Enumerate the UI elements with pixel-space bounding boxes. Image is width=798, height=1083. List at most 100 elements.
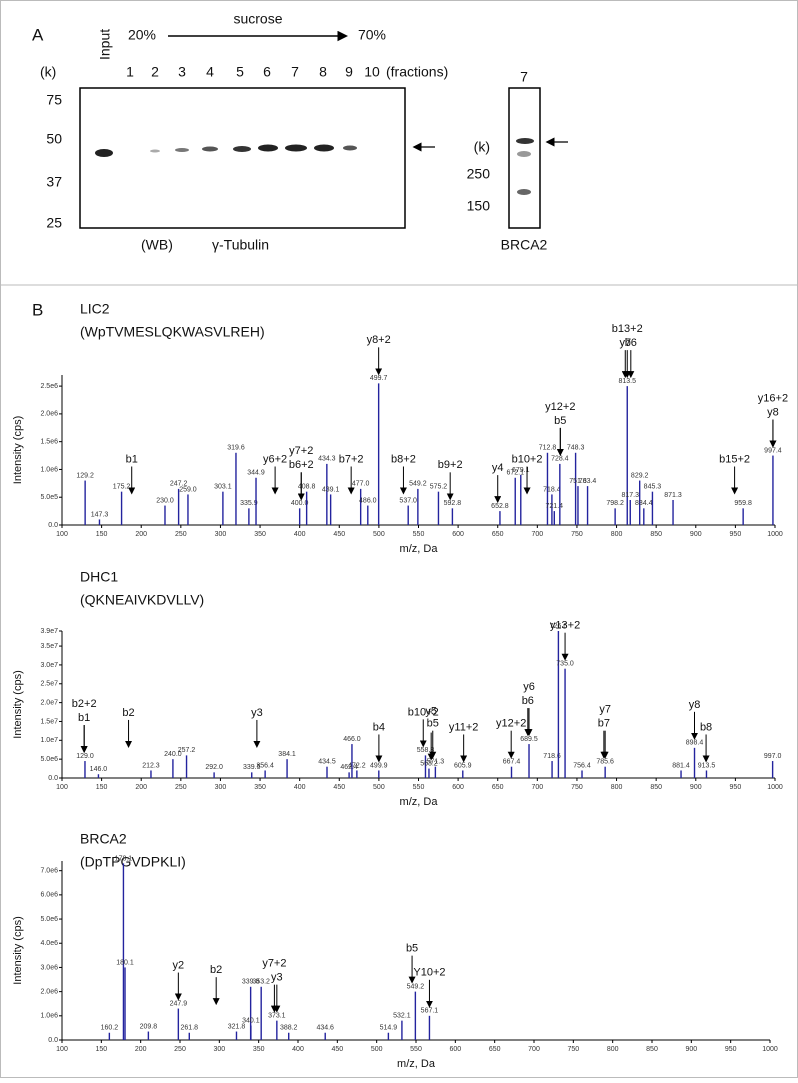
lane-label: 7 <box>291 64 299 80</box>
peak-label: 567.1 <box>421 1008 439 1015</box>
fragment-label: b8+2 <box>391 453 416 465</box>
peak-label: 373.1 <box>268 1012 286 1019</box>
fragment-label: y7+2 <box>289 445 313 457</box>
peak-label: 466.0 <box>343 736 361 743</box>
x-tick-label: 950 <box>730 531 742 538</box>
fragment-label: b6+2 <box>289 459 314 471</box>
antibody-label: γ-Tubulin <box>212 237 269 253</box>
lane-label: 4 <box>206 64 214 80</box>
fragment-label: y5 <box>425 705 437 717</box>
y-axis-label: Intensity (cps) <box>12 670 24 738</box>
x-tick-label: 150 <box>95 1046 107 1053</box>
peak-label: 667.4 <box>503 759 521 766</box>
peak-label: 549.2 <box>409 481 427 488</box>
x-tick-label: 300 <box>215 531 227 538</box>
peak-label: 652.8 <box>491 503 509 510</box>
x-tick-label: 650 <box>492 784 504 791</box>
lane-label: 6 <box>263 64 271 80</box>
fragment-label: b5 <box>554 415 566 427</box>
band <box>202 146 218 152</box>
peak-label: 477.0 <box>352 481 370 488</box>
lane-label: 8 <box>319 64 327 80</box>
fragment-label: y13+2 <box>550 620 580 632</box>
fractions-label: (fractions) <box>386 64 448 80</box>
fragment-label: b7+2 <box>339 453 364 465</box>
fragment-label: b8 <box>700 721 712 733</box>
peak-label: 321.8 <box>228 1023 246 1030</box>
x-tick-label: 700 <box>531 784 543 791</box>
fragment-label: b2 <box>122 707 134 719</box>
peak-label: 439.1 <box>322 486 340 493</box>
fragment-label: b5 <box>406 943 418 955</box>
panel-label: A <box>32 25 44 44</box>
y-tick-label: 2.0e7 <box>40 699 58 706</box>
y-tick-label: 2.0e6 <box>40 988 58 995</box>
x-tick-label: 850 <box>650 784 662 791</box>
x-tick-label: 500 <box>371 1046 383 1053</box>
x-tick-label: 750 <box>571 784 583 791</box>
fragment-label: b7 <box>598 718 610 730</box>
fragment-label: b4 <box>373 721 385 733</box>
x-tick-label: 300 <box>215 784 227 791</box>
x-tick-label: 450 <box>333 531 345 538</box>
peak-label: 180.1 <box>116 959 134 966</box>
band <box>343 145 357 151</box>
peak-label: 303.1 <box>214 484 232 491</box>
peak-label: 240.0 <box>164 751 182 758</box>
x-axis-label: m/z, Da <box>397 1058 436 1070</box>
x-tick-label: 600 <box>449 1046 461 1053</box>
peak-label: 212.3 <box>142 762 160 769</box>
peak-label: 679.1 <box>512 467 530 474</box>
fragment-label: b15+2 <box>719 453 750 465</box>
fragment-label: y12+2 <box>496 718 526 730</box>
peak-label: 160.2 <box>101 1025 119 1032</box>
peak-label: 563.2 <box>420 760 438 767</box>
peak-label: 689.5 <box>520 736 538 743</box>
peak-label: 472.2 <box>348 762 366 769</box>
fragment-label: y11+2 <box>449 721 478 733</box>
x-axis-label: m/z, Da <box>400 796 439 808</box>
peak-label: 384.1 <box>278 751 296 758</box>
peptide-sequence: (QKNEAIVKDVLLV) <box>80 592 204 608</box>
y-tick-label: 2.5e7 <box>40 681 58 688</box>
fragment-label: b9+2 <box>438 459 463 471</box>
y-tick-label: 5.0e5 <box>40 494 58 501</box>
peak-label: 408.8 <box>298 484 316 491</box>
fragment-label: b10+2 <box>512 453 543 465</box>
peak-label: 339.5 <box>243 764 261 771</box>
y-tick-label: 1.0e6 <box>40 1013 58 1020</box>
band <box>150 149 160 153</box>
peak-label: 319.6 <box>227 445 245 452</box>
peak-label: 257.2 <box>178 747 196 754</box>
x-tick-label: 550 <box>410 1046 422 1053</box>
x-tick-label: 150 <box>96 531 108 538</box>
peak-label: 209.8 <box>140 1023 158 1030</box>
y-tick-label: 0.0 <box>48 522 58 529</box>
peak-label: 575.2 <box>430 484 448 491</box>
y-tick-label: 3.5e7 <box>40 643 58 650</box>
y-tick-label: 2.0e6 <box>40 411 58 418</box>
x-tick-label: 950 <box>730 784 742 791</box>
x-tick-label: 700 <box>531 531 543 538</box>
band <box>517 189 531 195</box>
peak-label: 558.8 <box>417 747 435 754</box>
x-tick-label: 900 <box>685 1046 697 1053</box>
y-tick-label: 6.0e6 <box>40 892 58 899</box>
y-tick-label: 0.0 <box>48 775 58 782</box>
peak-label: 785.6 <box>596 759 614 766</box>
band <box>258 144 278 152</box>
fragment-label: y12+2 <box>545 401 575 413</box>
ladder-label: 25 <box>46 215 62 231</box>
fragment-label: b6 <box>625 337 637 349</box>
peak-label: 178.1 <box>115 855 133 862</box>
x-tick-label: 700 <box>528 1046 540 1053</box>
peak-label: 247.9 <box>170 1000 188 1007</box>
y-tick-label: 4.0e6 <box>40 940 58 947</box>
x-tick-label: 650 <box>489 1046 501 1053</box>
unit: (k) <box>40 64 56 80</box>
ladder-label: 37 <box>46 174 62 190</box>
panel-b: LIC2 (WpTVMESLQKWASVLREH) Intensity (cps) m… <box>12 301 788 1070</box>
fragment-label: b10+2 <box>408 706 439 718</box>
x-tick-label: 550 <box>413 531 425 538</box>
